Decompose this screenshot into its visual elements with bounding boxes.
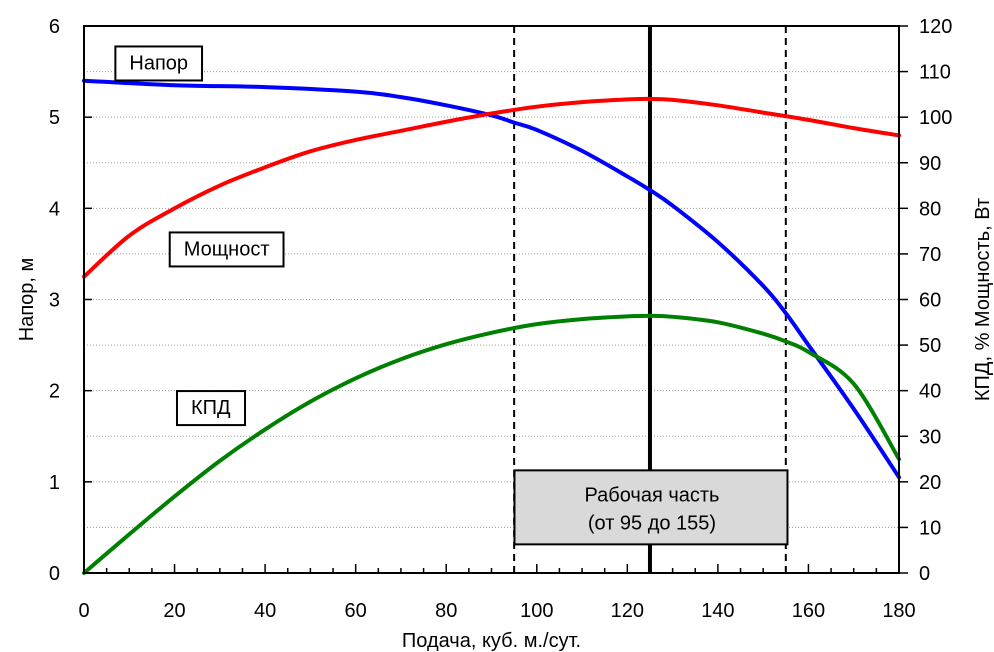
y-right-tick-label: 30 xyxy=(919,426,941,448)
x-tick-label: 0 xyxy=(78,600,89,622)
y-right-tick-label: 120 xyxy=(919,16,952,38)
y-left-tick-label: 5 xyxy=(49,107,60,129)
series-label: Мощност xyxy=(184,238,270,260)
efficiency-curve xyxy=(82,313,901,575)
x-tick-label: 140 xyxy=(701,600,734,622)
annotations: Напор Мощност КПД Рабочая часть (от 95 до 15… xyxy=(114,45,789,546)
x-tick-label: 80 xyxy=(435,600,457,622)
y-axis-left-title: Напор, м xyxy=(16,258,38,342)
y-left-tick-label: 3 xyxy=(49,290,60,312)
working-range-box xyxy=(513,469,789,546)
y-right-tick-label: 50 xyxy=(919,335,941,357)
working-range-label: (от 95 до 155) xyxy=(588,512,716,534)
series-label: Напор xyxy=(129,52,188,74)
y-right-tick-label: 40 xyxy=(919,381,941,403)
series-label-box xyxy=(175,390,247,427)
y-right-tick-label: 20 xyxy=(919,472,941,494)
x-tick-label: 120 xyxy=(611,600,644,622)
y-axis-right: 0 10 20 30 40 50 60 70 80 90 100 110 120 xyxy=(899,16,952,585)
series-label: КПД xyxy=(191,397,231,419)
x-tick-label: 60 xyxy=(345,600,367,622)
power-curve xyxy=(82,96,901,279)
y-right-tick-label: 100 xyxy=(919,107,952,129)
y-right-tick-label: 90 xyxy=(919,153,941,175)
y-left-tick-label: 2 xyxy=(49,381,60,403)
series-lines xyxy=(82,78,901,575)
head-curve xyxy=(82,78,901,480)
y-right-tick-label: 70 xyxy=(919,244,941,266)
y-left-tick-label: 0 xyxy=(49,563,60,585)
y-right-tick-label: 80 xyxy=(919,198,941,220)
x-tick-label: 40 xyxy=(254,600,276,622)
y-axis-right-title: КПД, % Мощность, Вт xyxy=(972,198,994,401)
y-left-tick-label: 4 xyxy=(49,198,60,220)
y-left-tick-label: 1 xyxy=(49,472,60,494)
y-right-tick-label: 110 xyxy=(919,62,951,84)
series-label-box xyxy=(114,45,204,82)
y-right-tick-label: 0 xyxy=(919,563,930,585)
y-axis-left: 0 1 2 3 4 5 6 xyxy=(49,16,92,585)
x-tick-label: 100 xyxy=(520,600,553,622)
y-left-tick-label: 6 xyxy=(49,16,60,38)
x-tick-label: 20 xyxy=(163,600,185,622)
y-right-tick-label: 10 xyxy=(919,517,941,539)
x-tick-label: 180 xyxy=(882,600,915,622)
x-axis-title: Подача, куб. м./сут. xyxy=(402,630,581,652)
x-axis: 0 20 40 60 80 100 120 140 160 180 xyxy=(78,564,916,622)
y-right-tick-label: 60 xyxy=(919,290,941,312)
working-range-label: Рабочая часть xyxy=(584,484,719,506)
x-tick-label: 160 xyxy=(792,600,825,622)
series-label-box xyxy=(168,231,285,268)
